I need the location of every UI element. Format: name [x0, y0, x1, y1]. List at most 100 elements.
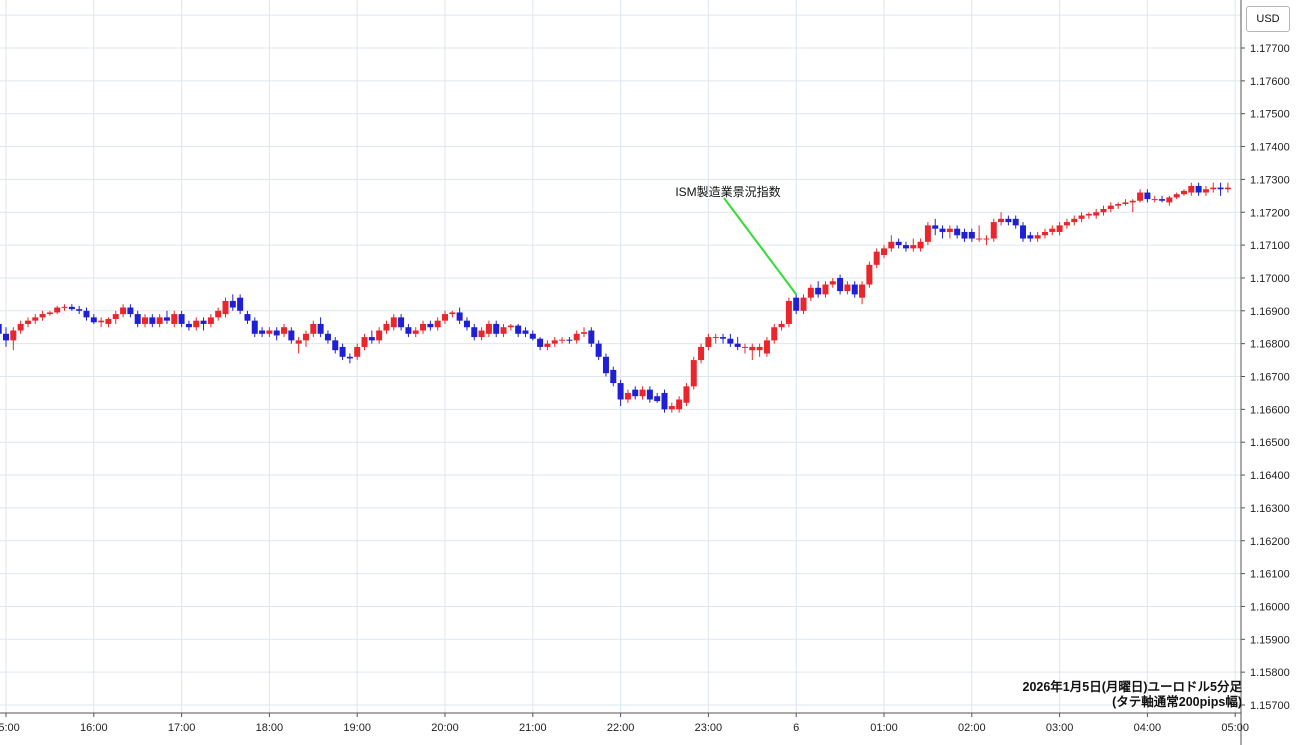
- candle-body: [976, 238, 983, 240]
- candle-body: [171, 314, 178, 324]
- candle: [244, 310, 251, 324]
- candle-body: [368, 337, 375, 341]
- candle: [961, 228, 968, 242]
- candle-body: [954, 228, 961, 236]
- candle: [427, 320, 434, 331]
- candle: [478, 327, 485, 341]
- y-tick-label: 1.17600: [1250, 76, 1290, 88]
- candle-body: [1078, 215, 1085, 219]
- candle: [288, 327, 295, 344]
- candle: [1085, 212, 1092, 219]
- y-tick-label: 1.17300: [1250, 174, 1290, 186]
- candle: [1224, 182, 1231, 193]
- candle-body: [749, 346, 756, 351]
- candle-body: [390, 317, 397, 328]
- candle-body: [193, 320, 200, 328]
- candle: [237, 294, 244, 315]
- candle: [310, 320, 317, 338]
- candle-body: [90, 317, 97, 323]
- x-tick-label: 01:00: [870, 722, 898, 734]
- y-tick-label: 1.15700: [1250, 700, 1290, 712]
- candle: [281, 323, 288, 338]
- candle-body: [741, 346, 748, 348]
- candle: [785, 297, 792, 328]
- candle-body: [120, 307, 127, 315]
- candle-body: [924, 225, 931, 242]
- candle: [251, 317, 258, 338]
- candle: [3, 327, 9, 347]
- candle: [1020, 222, 1027, 242]
- annotation-label: ISM製造業景況指数: [675, 184, 780, 199]
- candle: [837, 274, 844, 295]
- candle: [1159, 195, 1166, 203]
- candle-body: [676, 399, 683, 410]
- candle: [493, 320, 500, 338]
- candle-body: [281, 327, 288, 334]
- candle: [32, 314, 39, 324]
- candle-body: [712, 337, 719, 339]
- candle: [1166, 195, 1173, 206]
- candle-body: [1085, 213, 1092, 216]
- candle-body: [412, 330, 419, 334]
- candle: [851, 281, 858, 298]
- x-tick-label: 15:00: [0, 722, 20, 734]
- y-tick-label: 1.16900: [1250, 306, 1290, 318]
- candle-body: [1137, 192, 1144, 201]
- candle: [676, 396, 683, 413]
- candle: [171, 310, 178, 328]
- currency-badge[interactable]: USD: [1246, 6, 1290, 32]
- y-tick-label: 1.16200: [1250, 536, 1290, 548]
- x-tick-label: 03:00: [1046, 722, 1074, 734]
- y-tick-label: 1.17200: [1250, 207, 1290, 219]
- y-tick-label: 1.17500: [1250, 109, 1290, 121]
- candle: [1093, 208, 1100, 219]
- candle: [690, 356, 697, 390]
- candle-body: [244, 314, 251, 321]
- candle-body: [537, 338, 544, 347]
- candle-body: [317, 323, 324, 334]
- candle-body: [902, 245, 909, 249]
- candle-body: [829, 281, 836, 285]
- candle-body: [581, 332, 588, 334]
- candle-body: [566, 339, 573, 341]
- candle-body: [720, 337, 727, 339]
- candle-body: [602, 356, 609, 374]
- chart-caption: 2026年1月5日(月曜日)ユーロドル5分足 (タテ軸通常200pips幅): [1023, 680, 1243, 710]
- candle-body: [61, 306, 68, 308]
- x-tick-label: 02:00: [958, 722, 986, 734]
- x-tick-label: 16:00: [80, 722, 108, 734]
- x-tick-label: 21:00: [519, 722, 547, 734]
- candle: [46, 310, 53, 316]
- candle: [595, 340, 602, 361]
- candle: [142, 314, 149, 328]
- candle-body: [881, 248, 887, 255]
- candle: [1107, 202, 1114, 213]
- y-tick-label: 1.16600: [1250, 404, 1290, 416]
- candle: [259, 327, 266, 338]
- grid-layer: [0, 0, 1241, 713]
- candle: [822, 281, 829, 298]
- candle-body: [1005, 218, 1012, 223]
- candle-body: [1151, 199, 1158, 201]
- candle: [910, 238, 917, 252]
- candle-body: [266, 330, 273, 334]
- candle-body: [529, 333, 536, 339]
- candle: [946, 225, 953, 239]
- candle: [354, 343, 361, 361]
- candle: [632, 386, 639, 400]
- candle-body: [142, 317, 149, 324]
- candle: [881, 245, 887, 259]
- candle-body: [983, 238, 990, 240]
- candle: [859, 281, 866, 305]
- candle: [390, 314, 397, 331]
- candle: [507, 323, 514, 331]
- candle: [712, 333, 719, 344]
- candle-body: [785, 300, 792, 324]
- candle: [273, 327, 280, 341]
- candle: [588, 327, 595, 347]
- candle: [1071, 215, 1078, 226]
- x-tick-label: 6: [793, 722, 799, 734]
- candle: [361, 333, 368, 351]
- candle: [515, 323, 522, 338]
- candle-body: [698, 346, 705, 361]
